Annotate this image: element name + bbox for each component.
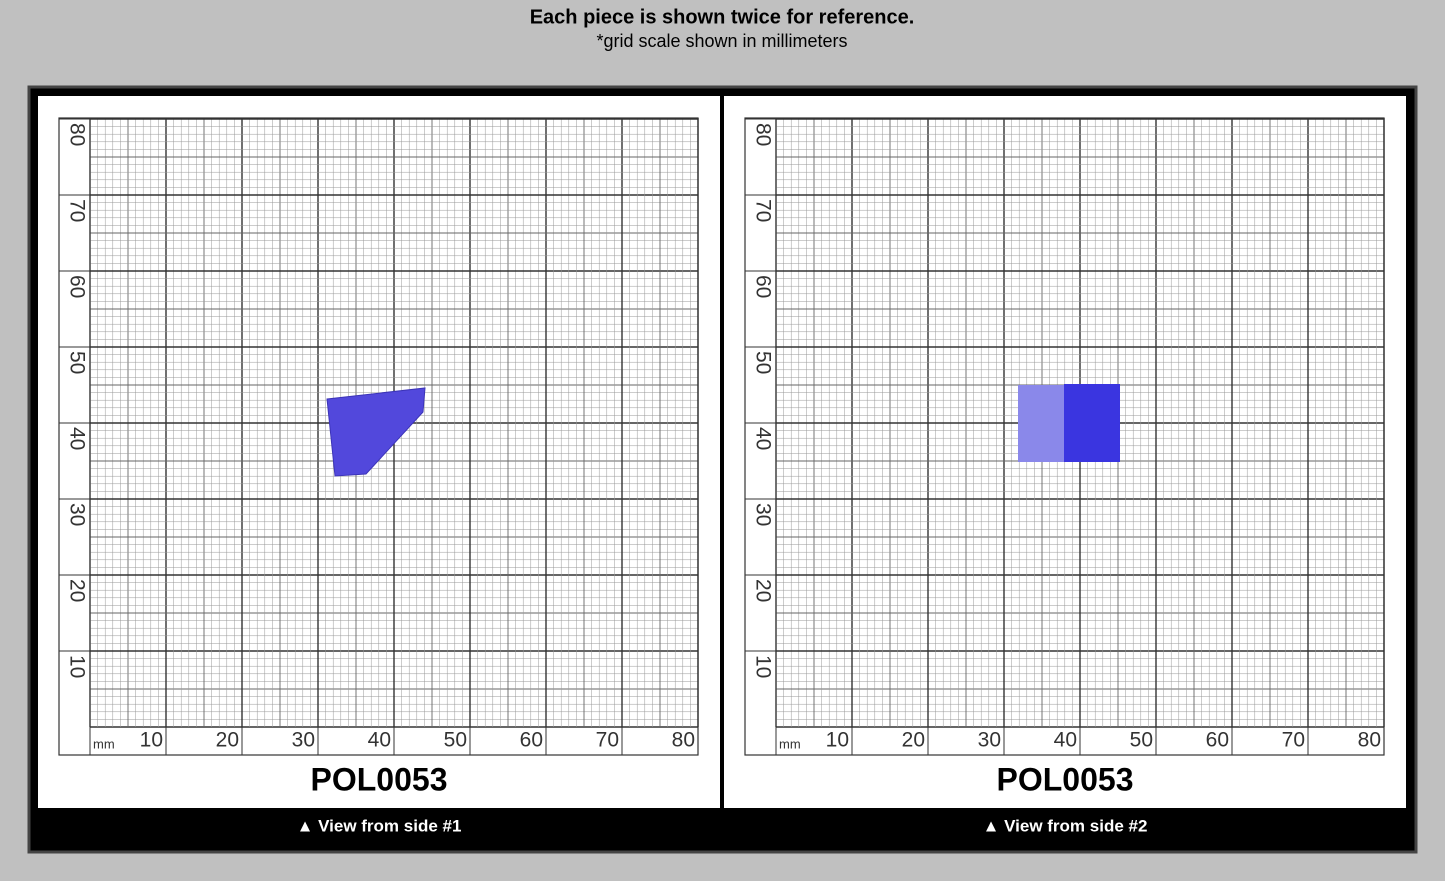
piece-label: POL0053 (311, 761, 448, 797)
x-scale-label: 10 (140, 729, 163, 752)
y-scale-label: 50 (751, 351, 774, 374)
x-scale-label: 10 (826, 729, 849, 752)
y-scale-label: 60 (65, 275, 88, 298)
piece (326, 387, 426, 477)
caption: ▲ View from side #1 (297, 816, 462, 835)
y-scale-label: 40 (751, 427, 774, 450)
y-scale-label: 70 (751, 199, 774, 222)
x-scale-label: 30 (292, 729, 315, 752)
x-scale-label: 70 (1282, 729, 1305, 752)
y-scale-label: 20 (751, 579, 774, 602)
x-scale-label: 60 (520, 729, 543, 752)
subtitle: *grid scale shown in millimeters (596, 31, 847, 51)
y-scale-label: 80 (65, 123, 88, 146)
y-scale-label: 50 (65, 351, 88, 374)
scale-unit: mm (779, 736, 801, 751)
x-scale-label: 60 (1206, 729, 1229, 752)
x-scale-label: 50 (444, 729, 467, 752)
piece-side (1064, 384, 1120, 462)
scale-unit: mm (93, 736, 115, 751)
y-scale-label: 80 (751, 123, 774, 146)
y-scale-label: 30 (751, 503, 774, 526)
y-scale-label: 60 (751, 275, 774, 298)
x-scale-label: 30 (978, 729, 1001, 752)
x-scale-label: 40 (368, 729, 391, 752)
x-scale-label: 50 (1130, 729, 1153, 752)
caption: ▲ View from side #2 (983, 816, 1148, 835)
x-scale-label: 80 (672, 729, 695, 752)
y-scale-label: 10 (65, 655, 88, 678)
piece-label: POL0053 (997, 761, 1134, 797)
x-scale-label: 70 (596, 729, 619, 752)
y-scale-label: 20 (65, 579, 88, 602)
x-scale-label: 20 (902, 729, 925, 752)
y-scale-label: 70 (65, 199, 88, 222)
x-scale-label: 80 (1358, 729, 1381, 752)
panel: mm 10 10 20 20 30 30 40 40 50 50 60 60 70 70 80 80 POL005… (38, 96, 720, 835)
y-scale-label: 30 (65, 503, 88, 526)
y-scale-label: 10 (751, 655, 774, 678)
x-scale-label: 40 (1054, 729, 1077, 752)
panels: mm 10 10 20 20 30 30 40 40 50 50 60 60 70 70 80 80 POL005… (38, 96, 1406, 835)
panel: mm 10 10 20 20 30 30 40 40 50 50 60 60 70 70 80 80 POL005… (724, 96, 1406, 835)
y-scale-label: 40 (65, 427, 88, 450)
x-scale-label: 20 (216, 729, 239, 752)
piece-side (1018, 385, 1064, 462)
title: Each piece is shown twice for reference. (530, 6, 915, 28)
